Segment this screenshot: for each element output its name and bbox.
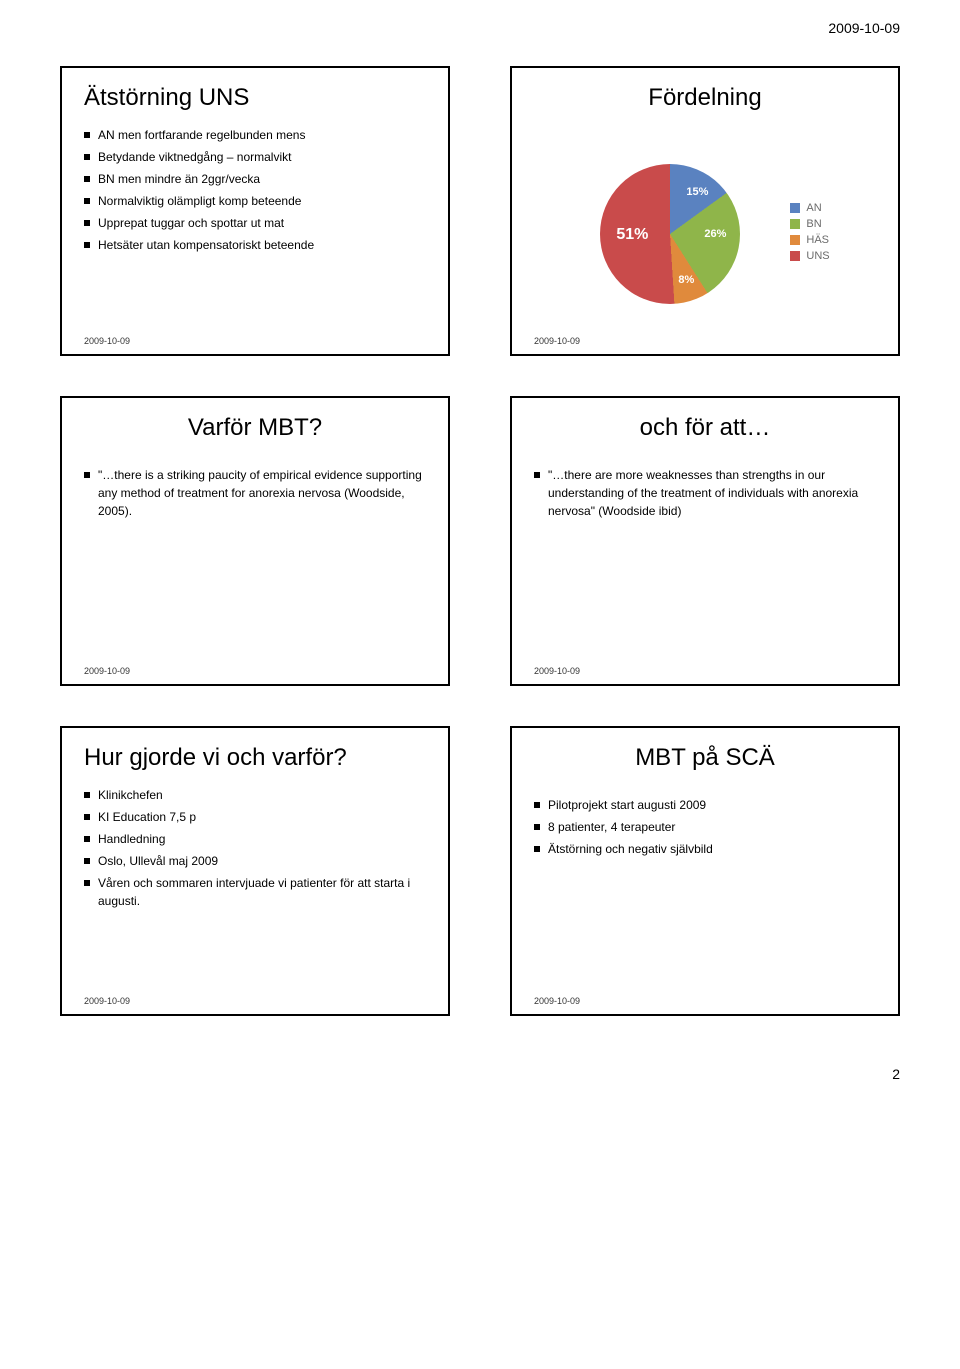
list-item: Ätstörning och negativ självbild (534, 840, 876, 858)
list-item: Oslo, Ullevål maj 2009 (84, 852, 426, 870)
pie-label-uns: 51% (616, 226, 648, 244)
pie-chart: 51% 15% 26% 8% (580, 164, 760, 304)
list-item: BN men mindre än 2ggr/vecka (84, 170, 426, 188)
legend-label: AN (806, 202, 821, 214)
legend-item-bn: BN (790, 218, 829, 230)
legend-label: HÄS (806, 234, 829, 246)
slide-varfor-mbt: Varför MBT? "…there is a striking paucit… (60, 396, 450, 686)
slide-mbt-pa-sca: MBT på SCÄ Pilotprojekt start augusti 20… (510, 726, 900, 1016)
slide-title: Fördelning (534, 84, 876, 112)
list-item: AN men fortfarande regelbunden mens (84, 126, 426, 144)
list-item: Handledning (84, 830, 426, 848)
legend-swatch (790, 235, 800, 245)
slide-title: Ätstörning UNS (84, 84, 426, 112)
slide-footer-date: 2009-10-09 (84, 666, 130, 676)
page-number: 2 (0, 1036, 960, 1102)
slide-footer-date: 2009-10-09 (534, 336, 580, 346)
slide-footer-date: 2009-10-09 (84, 336, 130, 346)
slide-title: Hur gjorde vi och varför? (84, 744, 426, 772)
slide-title: MBT på SCÄ (534, 744, 876, 772)
list-item: Hetsäter utan kompensatoriskt beteende (84, 236, 426, 254)
list-item: Upprepat tuggar och spottar ut mat (84, 214, 426, 232)
legend-item-uns: UNS (790, 250, 829, 262)
legend-item-has: HÄS (790, 234, 829, 246)
pie-label-has: 8% (678, 274, 694, 286)
slide-bullets: Klinikchefen KI Education 7,5 p Handledn… (84, 786, 426, 914)
pie-label-bn: 26% (704, 228, 726, 240)
slide-title: och för att… (534, 414, 876, 442)
pie-legend: AN BN HÄS UNS (790, 202, 829, 266)
slide-footer-date: 2009-10-09 (534, 666, 580, 676)
slide-bullets: "…there is a striking paucity of empiric… (84, 466, 426, 524)
slide-atstorning-uns: Ätstörning UNS AN men fortfarande regelb… (60, 66, 450, 356)
slide-bullets: AN men fortfarande regelbunden mens Bety… (84, 126, 426, 258)
slide-footer-date: 2009-10-09 (534, 996, 580, 1006)
slide-bullets: Pilotprojekt start augusti 2009 8 patien… (534, 796, 876, 862)
slide-fordelning: Fördelning 51% 15% 26% 8% AN BN (510, 66, 900, 356)
pie-chart-wrap: 51% 15% 26% 8% AN BN HÄS (534, 126, 876, 342)
legend-swatch (790, 219, 800, 229)
list-item: "…there is a striking paucity of empiric… (84, 466, 426, 520)
legend-label: UNS (806, 250, 829, 262)
list-item: "…there are more weaknesses than strengt… (534, 466, 876, 520)
page-header-date: 2009-10-09 (0, 0, 960, 46)
list-item: Våren och sommaren intervjuade vi patien… (84, 874, 426, 910)
slide-footer-date: 2009-10-09 (84, 996, 130, 1006)
slide-och-for-att: och för att… "…there are more weaknesses… (510, 396, 900, 686)
list-item: Normalviktig olämpligt komp beteende (84, 192, 426, 210)
slide-hur-gjorde-vi: Hur gjorde vi och varför? Klinikchefen K… (60, 726, 450, 1016)
legend-label: BN (806, 218, 821, 230)
slide-title: Varför MBT? (84, 414, 426, 442)
list-item: Klinikchefen (84, 786, 426, 804)
legend-swatch (790, 203, 800, 213)
pie-label-an: 15% (686, 186, 708, 198)
list-item: 8 patienter, 4 terapeuter (534, 818, 876, 836)
list-item: KI Education 7,5 p (84, 808, 426, 826)
list-item: Pilotprojekt start augusti 2009 (534, 796, 876, 814)
legend-swatch (790, 251, 800, 261)
slides-grid: Ätstörning UNS AN men fortfarande regelb… (0, 46, 960, 1036)
legend-item-an: AN (790, 202, 829, 214)
list-item: Betydande viktnedgång – normalvikt (84, 148, 426, 166)
slide-bullets: "…there are more weaknesses than strengt… (534, 466, 876, 524)
